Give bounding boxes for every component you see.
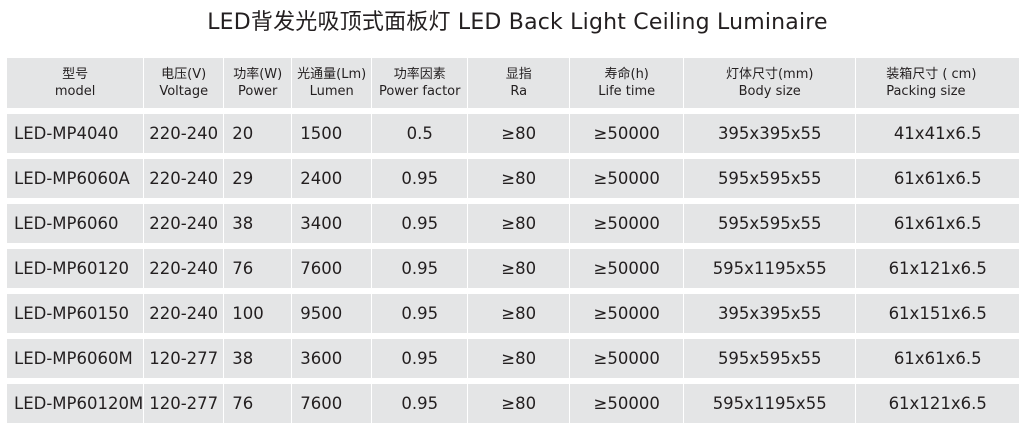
cell-lumen: 7600 (291, 243, 372, 288)
cell-packing-size: 61x121x6.5 (855, 243, 1020, 288)
cell-voltage: 220-240 (143, 243, 224, 288)
cell-power: 76 (223, 378, 292, 423)
cell-model: LED-MP6060 (7, 198, 144, 243)
cell-voltage: 220-240 (143, 108, 224, 153)
cell-model: LED-MP60150 (7, 288, 144, 333)
table-header-row: 型号 model 电压(V) Voltage 功率(W) Power 光通量(Lm) L… (7, 58, 1020, 108)
header-packing-size: 装箱尺寸 ( cm) Packing size (855, 58, 1020, 108)
cell-power-factor: 0.5 (371, 108, 468, 153)
cell-packing-size: 61x61x6.5 (855, 198, 1020, 243)
cell-power-factor: 0.95 (371, 288, 468, 333)
cell-voltage: 220-240 (143, 153, 224, 198)
header-ra: 显指 Ra (467, 58, 570, 108)
cell-lumen: 2400 (291, 153, 372, 198)
cell-life-time: ≥50000 (569, 108, 684, 153)
cell-voltage: 220-240 (143, 198, 224, 243)
cell-packing-size: 61x61x6.5 (855, 153, 1020, 198)
cell-life-time: ≥50000 (569, 333, 684, 378)
cell-power: 29 (223, 153, 292, 198)
cell-body-size: 595x1195x55 (683, 378, 856, 423)
cell-packing-size: 61x151x6.5 (855, 288, 1020, 333)
cell-body-size: 395x395x55 (683, 108, 856, 153)
cell-lumen: 3600 (291, 333, 372, 378)
table-row: LED-MP4040 220-240 20 1500 0.5 ≥80 ≥50000 395x3… (7, 108, 1020, 153)
cell-model: LED-MP6060A (7, 153, 144, 198)
header-power: 功率(W) Power (223, 58, 292, 108)
cell-packing-size: 41x41x6.5 (855, 108, 1020, 153)
cell-ra: ≥80 (467, 288, 570, 333)
cell-life-time: ≥50000 (569, 288, 684, 333)
table-row: LED-MP60150 220-240 100 9500 0.95 ≥80 ≥50000 39… (7, 288, 1020, 333)
table-row: LED-MP6060 220-240 38 3400 0.95 ≥80 ≥50000 595x… (7, 198, 1020, 243)
table-row: LED-MP60120 220-240 76 7600 0.95 ≥80 ≥50000 595… (7, 243, 1020, 288)
cell-packing-size: 61x61x6.5 (855, 333, 1020, 378)
cell-power: 76 (223, 243, 292, 288)
cell-ra: ≥80 (467, 198, 570, 243)
cell-ra: ≥80 (467, 153, 570, 198)
table-row: LED-MP6060M 120-277 38 3600 0.95 ≥80 ≥50000 595… (7, 333, 1020, 378)
cell-packing-size: 61x121x6.5 (855, 378, 1020, 423)
cell-power: 38 (223, 333, 292, 378)
cell-ra: ≥80 (467, 108, 570, 153)
cell-lumen: 9500 (291, 288, 372, 333)
cell-power: 20 (223, 108, 292, 153)
cell-lumen: 3400 (291, 198, 372, 243)
cell-lumen: 7600 (291, 378, 372, 423)
header-body-size: 灯体尺寸(mm) Body size (683, 58, 856, 108)
page-title: LED背发光吸顶式面板灯 LED Back Light Ceiling Lumi… (207, 10, 828, 35)
cell-power: 38 (223, 198, 292, 243)
header-voltage: 电压(V) Voltage (143, 58, 224, 108)
cell-model: LED-MP4040 (7, 108, 144, 153)
cell-power-factor: 0.95 (371, 153, 468, 198)
table-row: LED-MP6060A 220-240 29 2400 0.95 ≥80 ≥50000 595… (7, 153, 1020, 198)
cell-model: LED-MP60120 (7, 243, 144, 288)
cell-life-time: ≥50000 (569, 378, 684, 423)
cell-body-size: 595x595x55 (683, 198, 856, 243)
header-power-factor: 功率因素 Power factor (371, 58, 468, 108)
spec-table: 型号 model 电压(V) Voltage 功率(W) Power 光通量(Lm) L… (7, 58, 1020, 423)
cell-power-factor: 0.95 (371, 243, 468, 288)
cell-body-size: 595x595x55 (683, 333, 856, 378)
cell-life-time: ≥50000 (569, 153, 684, 198)
cell-body-size: 595x595x55 (683, 153, 856, 198)
cell-body-size: 595x1195x55 (683, 243, 856, 288)
cell-body-size: 395x395x55 (683, 288, 856, 333)
header-model: 型号 model (7, 58, 144, 108)
cell-model: LED-MP6060M (7, 333, 144, 378)
cell-ra: ≥80 (467, 243, 570, 288)
cell-power-factor: 0.95 (371, 378, 468, 423)
cell-life-time: ≥50000 (569, 198, 684, 243)
table-body: LED-MP4040 220-240 20 1500 0.5 ≥80 ≥50000 395x3… (7, 108, 1020, 423)
cell-power-factor: 0.95 (371, 333, 468, 378)
header-lumen: 光通量(Lm) Lumen (291, 58, 372, 108)
cell-life-time: ≥50000 (569, 243, 684, 288)
cell-model: LED-MP60120M (7, 378, 144, 423)
cell-power-factor: 0.95 (371, 198, 468, 243)
cell-power: 100 (223, 288, 292, 333)
cell-voltage: 220-240 (143, 288, 224, 333)
cell-lumen: 1500 (291, 108, 372, 153)
header-life-time: 寿命(h) Life time (569, 58, 684, 108)
cell-voltage: 120-277 (143, 378, 224, 423)
cell-ra: ≥80 (467, 378, 570, 423)
table-row: LED-MP60120M 120-277 76 7600 0.95 ≥80 ≥50000 59… (7, 378, 1020, 423)
cell-voltage: 120-277 (143, 333, 224, 378)
cell-ra: ≥80 (467, 333, 570, 378)
